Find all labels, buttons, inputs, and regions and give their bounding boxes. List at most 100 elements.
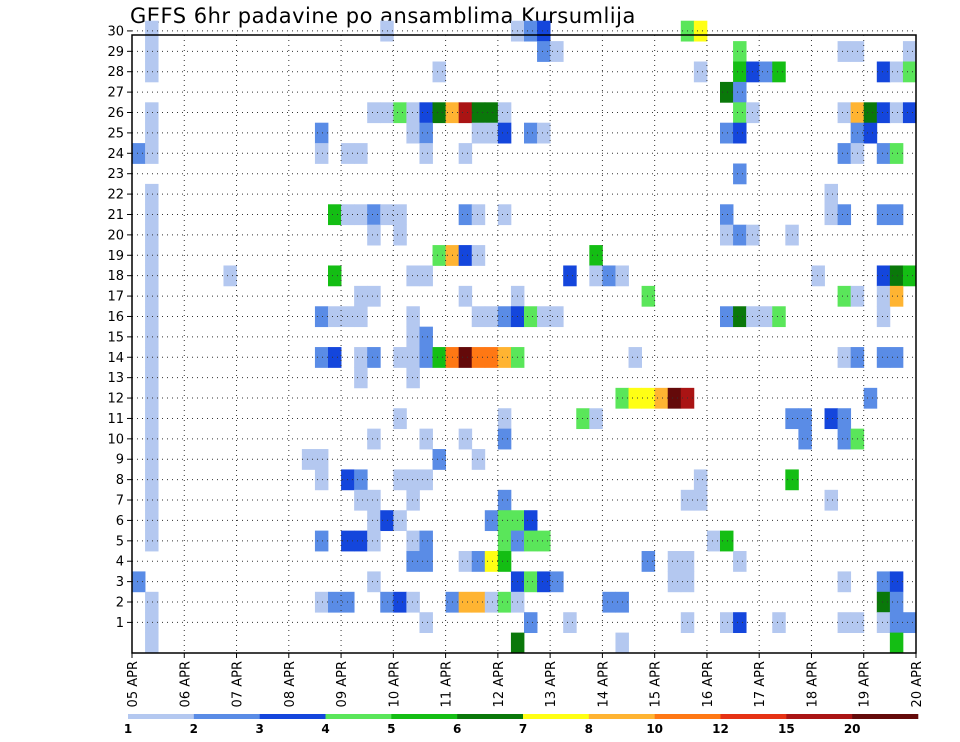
heatmap-cell (328, 265, 342, 287)
heatmap-cell (889, 265, 904, 287)
heatmap-cell (367, 204, 381, 226)
heatmap-cell (667, 571, 682, 593)
heatmap-cell (354, 469, 368, 491)
x-tick-label: 09 APR (335, 661, 350, 707)
heatmap-cell (484, 347, 499, 368)
colorbar-swatch (852, 714, 919, 719)
y-tick-label: 13 (107, 371, 124, 386)
heatmap-cell (419, 347, 433, 368)
x-tick-label: 05 APR (126, 661, 141, 707)
cells-layer (132, 20, 917, 654)
heatmap-cell (406, 347, 420, 368)
heatmap-cell (145, 326, 159, 348)
heatmap-cell (354, 306, 368, 328)
heatmap-cell (458, 285, 473, 307)
heatmap-cell (145, 489, 159, 511)
heatmap-cell (367, 224, 381, 246)
heatmap-cell (145, 61, 159, 83)
heatmap-cell (524, 612, 538, 634)
heatmap-cell (902, 612, 917, 634)
heatmap-cell (367, 510, 381, 532)
heatmap-cell (889, 347, 904, 368)
heatmap-cell (484, 591, 499, 613)
heatmap-cell (419, 428, 433, 450)
colorbar-swatch (720, 714, 787, 719)
heatmap-cell (145, 245, 159, 266)
heatmap-cell (733, 102, 747, 124)
y-tick-label: 26 (107, 106, 124, 121)
heatmap-cell (497, 530, 512, 552)
heatmap-cell (458, 591, 473, 613)
heatmap-cell (145, 632, 159, 654)
y-tick-label: 27 (107, 86, 124, 101)
heatmap-cell (301, 449, 316, 470)
heatmap-cell (497, 408, 512, 430)
heatmap-cell (471, 591, 486, 613)
heatmap-cell (145, 428, 159, 450)
y-tick-label: 2 (116, 596, 124, 611)
heatmap-cell (354, 367, 368, 389)
x-tick-label: 11 APR (440, 661, 455, 707)
heatmap-cell (889, 571, 904, 593)
colorbar-label: 4 (321, 722, 329, 736)
heatmap-cell (876, 265, 891, 287)
heatmap-cell (484, 510, 499, 532)
heatmap-cell (471, 204, 486, 226)
heatmap-cell (223, 265, 237, 287)
heatmap-cell (354, 530, 368, 552)
heatmap-cell (602, 591, 616, 613)
heatmap-cell (811, 265, 825, 287)
heatmap-cell (328, 347, 342, 368)
heatmap-cell (145, 387, 159, 409)
heatmap-cell (419, 326, 433, 348)
heatmap-cell (524, 510, 538, 532)
heatmap-cell (824, 183, 838, 205)
y-tick-label: 17 (107, 290, 124, 305)
x-tick-label: 08 APR (283, 661, 298, 707)
heatmap-cell (798, 428, 812, 450)
heatmap-cell (733, 224, 747, 246)
heatmap-cell (458, 428, 473, 450)
heatmap-cell (863, 387, 878, 409)
x-tick-label: 18 APR (805, 661, 820, 707)
colorbar-swatch (259, 714, 326, 719)
heatmap-cell (876, 612, 891, 634)
y-tick-label: 30 (107, 24, 124, 39)
x-tick-label: 13 APR (544, 661, 559, 707)
heatmap-cell (497, 347, 512, 368)
heatmap-cell (537, 122, 551, 144)
colorbar-swatch (786, 714, 853, 719)
heatmap-cell (419, 143, 433, 164)
heatmap-cell (314, 347, 329, 368)
heatmap-cell (824, 204, 838, 226)
heatmap-cell (824, 489, 838, 511)
heatmap-cell (458, 347, 473, 368)
heatmap-cell (720, 224, 734, 246)
heatmap-cell (720, 306, 734, 328)
heatmap-cell (314, 530, 329, 552)
heatmap-cell (889, 591, 904, 613)
heatmap-cell (328, 204, 342, 226)
heatmap-cell (393, 347, 407, 368)
heatmap-cell (837, 102, 852, 124)
heatmap-cell (458, 143, 473, 164)
heatmap-cell (720, 530, 734, 552)
heatmap-cell (367, 489, 381, 511)
heatmap-cell (497, 510, 512, 532)
heatmap-cell (837, 612, 852, 634)
colorbar-label: 12 (712, 722, 729, 736)
heatmap-cell (772, 612, 786, 634)
colorbar-swatch (128, 714, 195, 719)
heatmap-cell (393, 204, 407, 226)
heatmap-cell (537, 530, 551, 552)
x-tick-label: 06 APR (178, 661, 193, 707)
heatmap-cell (145, 265, 159, 287)
heatmap-cell (354, 489, 368, 511)
heatmap-cell (393, 102, 407, 124)
heatmap-cell (419, 469, 433, 491)
heatmap-cell (393, 469, 407, 491)
y-tick-label: 7 (116, 494, 124, 509)
heatmap-cell (314, 591, 329, 613)
heatmap-cell (772, 61, 786, 83)
heatmap-cell (406, 591, 420, 613)
